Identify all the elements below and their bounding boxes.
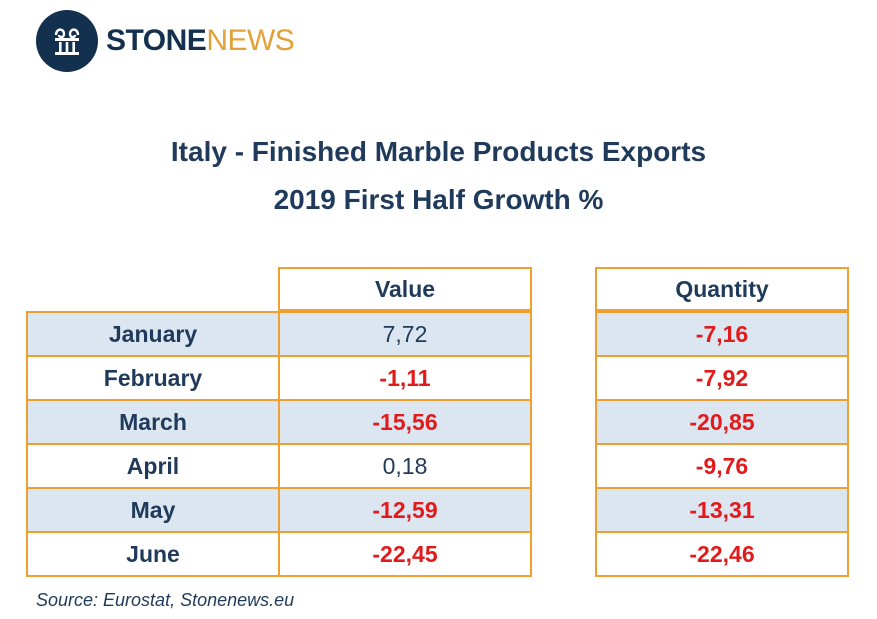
header-value: Value	[278, 267, 532, 311]
logo-word-news: NEWS	[206, 24, 295, 57]
month-cell: June	[26, 531, 280, 577]
header-quantity: Quantity	[595, 267, 849, 311]
month-cell: May	[26, 487, 280, 533]
quantity-cell: -7,16	[595, 311, 849, 357]
month-cell: February	[26, 355, 280, 401]
value-cell: 7,72	[278, 311, 532, 357]
value-cell: -22,45	[278, 531, 532, 577]
quantity-cell: -9,76	[595, 443, 849, 489]
source-note: Source: Eurostat, Stonenews.eu	[36, 590, 295, 610]
column-icon	[36, 10, 98, 72]
stonenews-logo: STONENEWS	[36, 10, 295, 72]
month-cell: April	[26, 443, 280, 489]
quantity-cell: -7,92	[595, 355, 849, 401]
quantity-cell: -20,85	[595, 399, 849, 445]
value-cell: -15,56	[278, 399, 532, 445]
value-cell: 0,18	[278, 443, 532, 489]
quantity-cell: -13,31	[595, 487, 849, 533]
month-cell: January	[26, 311, 280, 357]
logo-word-stone: STONE	[106, 24, 207, 57]
page-subtitle: 2019 First Half Growth %	[273, 184, 604, 215]
month-cell: March	[26, 399, 280, 445]
logo-wordmark: STONENEWS	[106, 24, 295, 58]
page-title: Italy - Finished Marble Products Exports	[170, 136, 707, 167]
value-cell: -12,59	[278, 487, 532, 533]
quantity-cell: -22,46	[595, 531, 849, 577]
value-cell: -1,11	[278, 355, 532, 401]
